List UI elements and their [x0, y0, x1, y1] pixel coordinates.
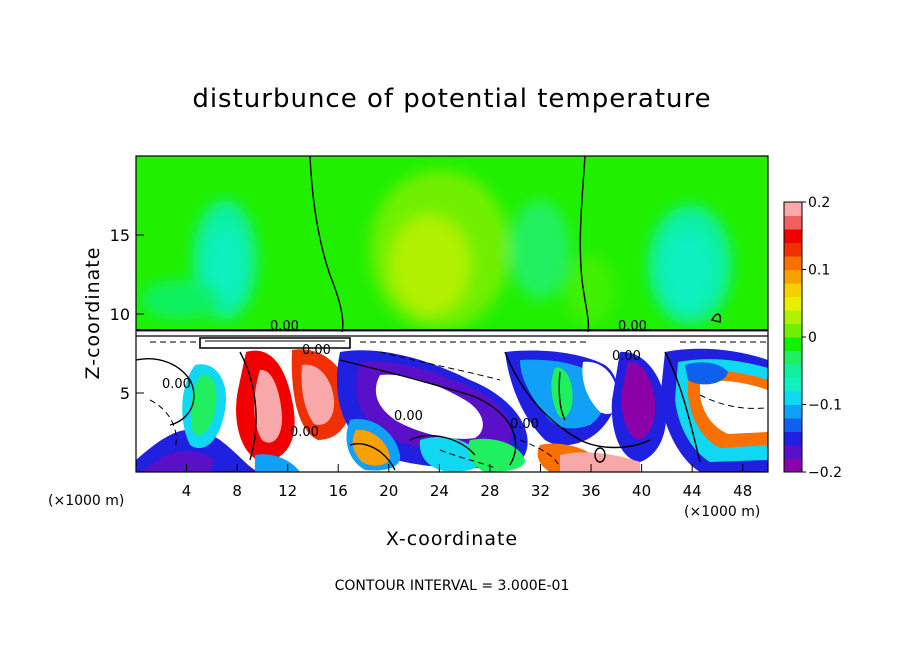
colorbar-swatch	[784, 242, 802, 257]
x-tick-label: 36	[581, 482, 600, 500]
colorbar-swatch	[784, 337, 802, 351]
x-tick-label: 32	[531, 482, 550, 500]
x-tick-label: 28	[480, 482, 499, 500]
x-tick-label: 40	[632, 482, 651, 500]
colorbar-swatch	[784, 229, 802, 243]
contour-label: 0.00	[394, 409, 423, 424]
colorbar-swatch	[784, 269, 802, 284]
x-unit-right: (×1000 m)	[684, 504, 761, 520]
colorbar-tick-label: 0.1	[808, 263, 830, 279]
y-tick-label: 15	[110, 226, 130, 245]
contour-lines	[136, 156, 768, 471]
x-tick-label: 16	[329, 482, 348, 500]
colorbar-swatch	[784, 350, 802, 365]
contour-label: 0.00	[510, 417, 539, 432]
chart-title: disturbunce of potential temperature	[192, 84, 712, 114]
contour-labels: 0.00 0.000.000.000.000.000.00 0.00	[162, 319, 647, 440]
colorbar-swatch	[784, 431, 802, 446]
colorbar-tick-label: −0.2	[808, 465, 842, 481]
y-tick-label: 10	[110, 305, 130, 324]
colorbar-swatch	[784, 310, 802, 324]
x-tick-label: 20	[379, 482, 398, 500]
contour-lines-negative	[149, 341, 768, 469]
colorbar-swatch	[784, 418, 802, 432]
heatmap-field	[136, 156, 768, 472]
contour-label: 0.00	[612, 349, 641, 364]
contour-label: 0.00	[302, 343, 331, 358]
colorbar-swatch	[784, 404, 802, 419]
x-tick-label: 4	[182, 482, 192, 500]
x-unit-left: (×1000 m)	[48, 493, 125, 509]
x-axis: 4 8 12 16 20 24 28 32 36 40 44 48	[182, 464, 752, 500]
contour-label: 0.00	[162, 377, 191, 392]
upper-layer-anomalies	[140, 170, 732, 330]
colorbar-tick-label: 0.2	[808, 195, 830, 211]
x-tick-label: 8	[232, 482, 242, 500]
colorbar-swatch	[784, 445, 802, 459]
colorbar-swatch	[784, 202, 802, 216]
x-tick-label: 44	[683, 482, 702, 500]
y-tick-label: 5	[120, 384, 130, 403]
colorbar-tick-label: 0	[808, 330, 817, 346]
colorbar-swatch	[784, 283, 802, 297]
colorbar-swatch	[784, 296, 802, 311]
y-axis-label: Z-coordinate	[82, 246, 104, 380]
colorbar-tick-label: −0.1	[808, 398, 842, 414]
colorbar: 0.2 0.1 0 −0.1 −0.2	[783, 195, 842, 481]
colorbar-swatch	[784, 323, 802, 338]
colorbar-swatch	[784, 256, 802, 270]
contour-label: 0.00	[290, 425, 319, 440]
x-axis-label: X-coordinate	[385, 528, 519, 550]
colorbar-swatch	[784, 377, 802, 392]
colorbar-swatch	[784, 391, 802, 405]
y-axis: 5 10 15	[110, 226, 144, 403]
contour-label: 0.00	[618, 319, 647, 334]
x-tick-label: 48	[733, 482, 752, 500]
colorbar-swatch	[784, 215, 802, 230]
contour-label: 0.00	[270, 319, 299, 334]
colorbar-swatch	[784, 458, 802, 473]
x-tick-label: 24	[430, 482, 449, 500]
x-tick-label: 12	[278, 482, 297, 500]
colorbar-swatch	[784, 364, 802, 378]
contour-interval-note: CONTOUR INTERVAL = 3.000E-01	[334, 578, 570, 594]
